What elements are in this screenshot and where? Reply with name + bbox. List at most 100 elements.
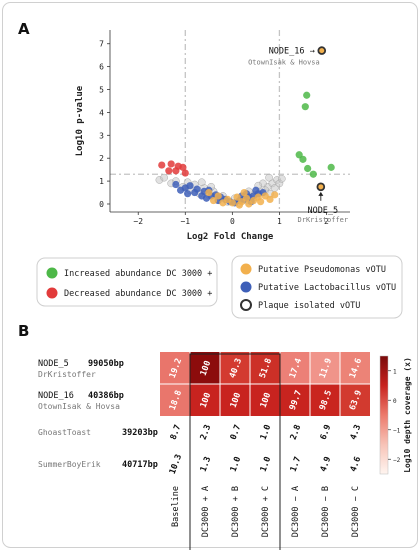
- heatmap-cell: [160, 352, 190, 384]
- legend-lactobacillus-label: Putative Lactobacillus vOTU: [258, 283, 396, 293]
- legend-increased-marker: [46, 267, 58, 279]
- heatmap-row-size: 99050bp: [88, 359, 124, 369]
- heatmap-row-node: NODE_5: [38, 359, 69, 369]
- volcano-point-orange: [228, 199, 236, 207]
- volcano-point-orange: [214, 192, 222, 200]
- volcano-x-tick-label: −1: [180, 217, 190, 226]
- heatmap-cell-value: 4.3: [349, 423, 364, 441]
- heatmap-cell-value: 100: [259, 391, 274, 409]
- volcano-point-blue: [172, 180, 180, 189]
- heatmap-cell: [280, 416, 310, 448]
- heatmap-cell: [220, 384, 250, 416]
- heatmap-row-node: NODE_16: [38, 391, 74, 401]
- legend-decreased-marker: [46, 287, 58, 299]
- colorbar-tick-label: −1: [393, 427, 401, 434]
- legend-votu: Putative Pseudomonas vOTU Putative Lacto…: [231, 255, 403, 319]
- volcano-x-tick-label: 1: [277, 217, 282, 226]
- heatmap-row-size: 39203bp: [122, 428, 158, 438]
- volcano-point-blue: [176, 186, 185, 194]
- heatmap-cell-value: 2.8: [289, 423, 304, 441]
- heatmap-cell-value: 1.0: [259, 423, 274, 441]
- heatmap-cell: [250, 416, 280, 448]
- volcano-annotations: NODE_16 → OtownIsak & Hovsa NODE_5DrKristo…: [248, 47, 348, 224]
- volcano-x-tick-label: −2: [133, 217, 143, 226]
- volcano-point-blue: [191, 188, 199, 197]
- heatmap-column-label: DC3000 − A: [291, 486, 301, 537]
- volcano-x-tick-label: 2: [324, 217, 329, 226]
- heatmap-cell: [340, 416, 370, 448]
- colorbar-tick-label: −2: [393, 457, 401, 464]
- heatmap-column-label: DC3000 + C: [261, 486, 271, 537]
- legend-pseudomonas-marker: [240, 263, 252, 275]
- volcano-y-tick-label: 4: [99, 108, 104, 117]
- volcano-point-grey: [197, 178, 206, 187]
- volcano-point-blue: [184, 190, 192, 198]
- heatmap-column-label: DC3000 + B: [231, 486, 241, 537]
- legend-plaque-marker: [240, 299, 252, 311]
- legend-abundance: Increased abundance DC 3000 + Decreased …: [36, 257, 218, 307]
- volcano-plot: −2 −1 0 1 2 0 1 2 3 4 5 6 7 NODE_16 → OtownIsak & Hov…: [75, 30, 350, 242]
- heatmap-cell-value: 0.7: [229, 423, 244, 441]
- heatmap-cell: [250, 448, 280, 480]
- heatmap-row-size: 40386bp: [88, 391, 124, 401]
- volcano-y-tick-label: 5: [99, 86, 104, 95]
- heatmap-cell: [340, 448, 370, 480]
- volcano-point-orange: [219, 199, 227, 207]
- heatmap-cell: [280, 384, 310, 416]
- volcano-point-orange: [205, 188, 213, 197]
- volcano-y-tick-label: 3: [99, 131, 104, 140]
- heatmap-cell: [220, 448, 250, 480]
- volcano-x-tick-label: 0: [230, 217, 235, 226]
- heatmap-cell-value: 1.0: [229, 455, 244, 473]
- heatmap-row-name: OtownIsak & Hovsa: [38, 402, 120, 411]
- volcano-point-blue: [186, 182, 194, 190]
- volcano-point-orange: [242, 194, 251, 202]
- heatmap-cell: [190, 448, 220, 480]
- panel-b-label: B: [18, 322, 29, 340]
- volcano-point-green: [309, 170, 317, 178]
- heatmap-cell-value: 8.7: [169, 423, 184, 441]
- legend-lactobacillus-marker: [240, 281, 252, 293]
- volcano-point-green: [304, 164, 312, 173]
- heatmap-cell: [310, 416, 340, 448]
- volcano-point-orange: [233, 193, 241, 201]
- annotation-node5-label: NODE_5: [307, 206, 338, 216]
- legend-decreased-label: Decreased abundance DC 3000 +: [64, 289, 212, 299]
- legend-increased-label: Increased abundance DC 3000 +: [64, 269, 212, 279]
- heatmap-cell-value: 4.6: [349, 455, 364, 473]
- legend-plaque-label: Plaque isolated vOTU: [258, 301, 360, 311]
- heatmap-cell: [160, 448, 190, 480]
- heatmap-cell-value: 1.0: [259, 455, 274, 473]
- volcano-y-tick-label: 0: [99, 200, 104, 209]
- heatmap-cell: [310, 352, 340, 384]
- volcano-point-green: [303, 91, 311, 99]
- volcano-point-green: [295, 151, 303, 159]
- heatmap-colorbar: 1 0 −1 −2: [379, 355, 401, 475]
- heatmap-cell: [250, 384, 280, 416]
- legend-pseudomonas-label: Putative Pseudomonas vOTU: [258, 265, 386, 275]
- volcano-point-plaque: [316, 182, 326, 192]
- legend-votu-box: [231, 255, 403, 319]
- heatmap-column-label: DC3000 − B: [321, 486, 331, 537]
- heatmap-cell: [220, 352, 250, 384]
- volcano-point-grey: [277, 174, 286, 183]
- volcano-point-red: [179, 163, 187, 171]
- heatmap-cell: [190, 352, 220, 384]
- heatmap-cell: [280, 352, 310, 384]
- heatmap-cell: [340, 352, 370, 384]
- dc3000-plus-group-box: [189, 353, 281, 550]
- volcano-point-orange: [266, 195, 274, 204]
- heatmap-cell: [160, 384, 190, 416]
- annotation-node5-arrowhead: [318, 191, 324, 196]
- heatmap-cell: [310, 384, 340, 416]
- volcano-point-red: [165, 167, 173, 175]
- volcano-point-red: [172, 167, 180, 175]
- legend-abundance-box: [36, 257, 218, 307]
- volcano-point-blue: [252, 186, 260, 194]
- volcano-y-tick-label: 2: [99, 154, 104, 163]
- colorbar-gradient: [379, 355, 389, 475]
- colorbar-label: Log10 depth coverage (x): [403, 357, 412, 473]
